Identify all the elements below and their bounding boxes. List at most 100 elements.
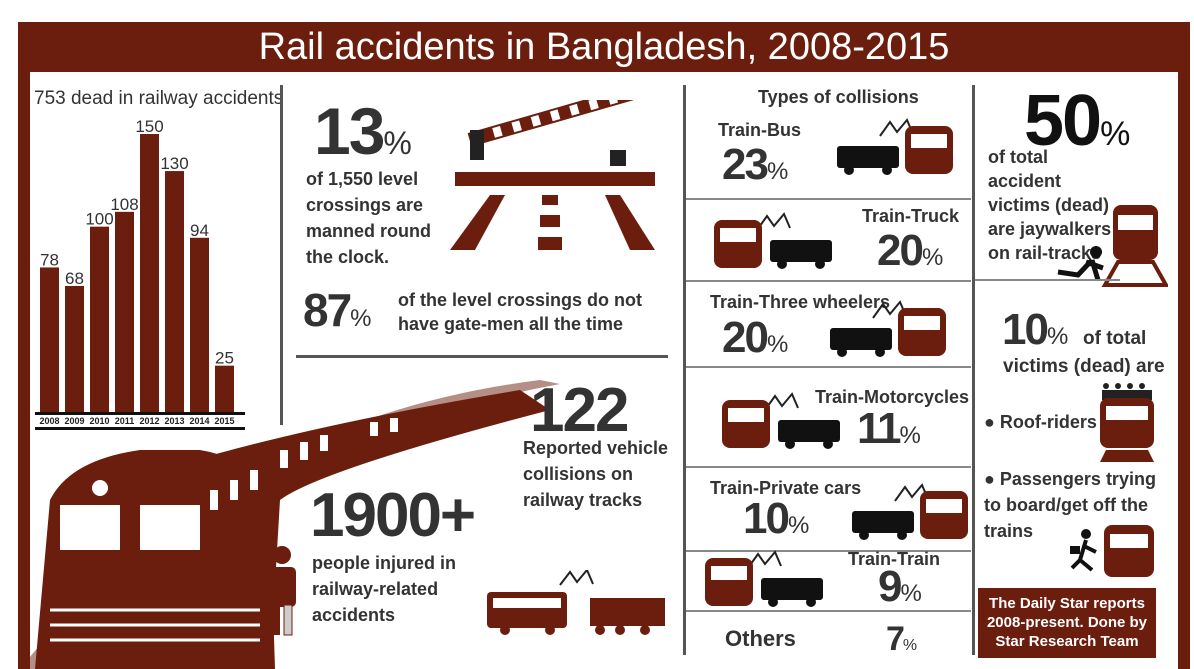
level-crossing-icon xyxy=(450,100,655,250)
passenger-train-icon xyxy=(1070,525,1154,577)
divider xyxy=(686,610,971,612)
jaywalker-text: of total accident victims (dead) are jay… xyxy=(988,147,1112,263)
x-axis xyxy=(35,412,245,415)
collision-value: 11% xyxy=(857,404,921,455)
percent-sign: % xyxy=(900,580,922,607)
chart-title: 753 dead in railway accidents xyxy=(34,88,284,109)
bar-2015 xyxy=(215,365,234,412)
collision-value: 9% xyxy=(878,562,922,613)
divider xyxy=(975,279,1120,281)
train-three-wheeler-collision-icon xyxy=(830,300,946,357)
collision-label: Train-Motorcycles xyxy=(815,387,970,407)
injured-stat: 1900+ xyxy=(310,481,476,550)
bar-2011 xyxy=(115,211,134,412)
roof-riders-train-icon xyxy=(1100,383,1154,462)
divider xyxy=(686,280,971,282)
data-label: 130 xyxy=(160,154,188,173)
collision-label: Train-Train xyxy=(848,549,941,569)
no-gatemen-text: of the level crossings do not have gate-… xyxy=(398,290,643,334)
source-text: The Daily Star reports 2008-present. Don… xyxy=(986,595,1148,650)
manned-stat: 13% xyxy=(314,94,412,168)
manned-text: of 1,550 level crossings are manned roun… xyxy=(306,169,431,267)
divider xyxy=(686,198,971,200)
divider xyxy=(686,366,971,368)
divider xyxy=(683,85,686,655)
tick-label: 2009 xyxy=(64,416,84,426)
train-illustration xyxy=(20,380,560,669)
jaywalker-stat: 50% xyxy=(1024,81,1131,161)
collisions-title: Types of collisions xyxy=(758,87,919,107)
bullet-passengers: ● Passengers trying to board/get off the… xyxy=(984,469,1156,541)
collision-label: Others xyxy=(725,626,796,651)
bar-2013 xyxy=(165,171,184,412)
tick-label: 2014 xyxy=(189,416,209,426)
train-train-collision-icon xyxy=(705,550,823,607)
page-title: Rail accidents in Bangladesh, 2008-2015 xyxy=(258,26,950,68)
tick-label: 2015 xyxy=(214,416,234,426)
collisions-total-text: Reported vehicle collisions on railway t… xyxy=(523,438,669,510)
x-axis-underline xyxy=(35,427,245,430)
collision-value-number: 11 xyxy=(857,404,901,453)
collision-value-number: 20 xyxy=(877,226,924,275)
frame-right xyxy=(1178,22,1190,669)
bar-2008 xyxy=(40,267,59,412)
tick-label: 2012 xyxy=(139,416,159,426)
data-label: 150 xyxy=(135,117,163,136)
collision-value-number: 7 xyxy=(886,620,905,658)
percent-sign: % xyxy=(787,512,810,539)
data-label: 94 xyxy=(190,221,209,240)
collision-label: Train-Bus xyxy=(718,120,802,140)
collision-value: 20% xyxy=(722,313,788,364)
collision-label: Train-Truck xyxy=(862,206,960,226)
data-label: 25 xyxy=(215,349,234,368)
data-label: 100 xyxy=(85,210,113,229)
tick-label: 2011 xyxy=(115,416,135,426)
tick-label: 2010 xyxy=(89,416,109,426)
collisions-total-stat: 122 xyxy=(530,376,629,445)
bullet-roof-riders: ● Roof-riders xyxy=(984,412,1097,432)
percent-sign: % xyxy=(902,637,918,654)
source-box: The Daily Star reports 2008-present. Don… xyxy=(978,588,1156,658)
bus-train-collision-icon xyxy=(487,570,665,635)
bar-2009 xyxy=(65,285,84,412)
collision-value-number: 20 xyxy=(722,313,769,362)
divider xyxy=(296,355,668,358)
collision-value: 10% xyxy=(743,494,809,545)
data-label: 68 xyxy=(65,269,84,288)
data-label: 78 xyxy=(40,250,59,269)
collision-value-number: 9 xyxy=(878,562,903,611)
other-victims-text1: of total xyxy=(1083,328,1147,349)
collision-label: Train-Private cars xyxy=(710,478,862,498)
divider xyxy=(280,85,283,425)
bar-chart: 78 2008 68 2009 100 2010 108 2011 150 2012 130 2013… xyxy=(35,117,245,430)
frame-left xyxy=(18,22,30,669)
divider xyxy=(972,85,975,655)
train-bus-collision-icon xyxy=(837,118,953,175)
collision-value: 7% xyxy=(886,620,917,659)
divider xyxy=(686,466,971,468)
percent-sign: % xyxy=(766,331,789,358)
injured-person-icon xyxy=(268,546,296,636)
collision-value: 20% xyxy=(877,226,943,277)
percent-sign: % xyxy=(766,158,789,185)
tick-label: 2013 xyxy=(164,416,184,426)
train-motorcycle-collision-icon xyxy=(722,392,840,449)
other-victims-stat: 10% xyxy=(1002,305,1069,354)
jaywalker-train-icon xyxy=(1057,205,1168,287)
collision-label: Train-Three wheelers xyxy=(710,292,891,312)
injured-text: people injured in railway-related accide… xyxy=(312,553,457,625)
collision-value-number: 23 xyxy=(722,140,769,189)
percent-sign: % xyxy=(921,244,944,271)
bar-2012 xyxy=(140,134,159,412)
other-victims-text2: victims (dead) are xyxy=(1003,356,1165,377)
percent-sign: % xyxy=(899,422,921,449)
divider xyxy=(686,550,971,552)
data-label: 108 xyxy=(110,195,138,214)
collision-value-number: 10 xyxy=(743,494,790,543)
train-truck-collision-icon xyxy=(714,212,832,269)
train-car-collision-icon xyxy=(852,483,968,540)
collision-value: 23% xyxy=(722,140,788,191)
bar-2010 xyxy=(90,226,109,412)
tick-label: 2008 xyxy=(39,416,59,426)
no-gatemen-stat: 87% xyxy=(303,284,372,336)
